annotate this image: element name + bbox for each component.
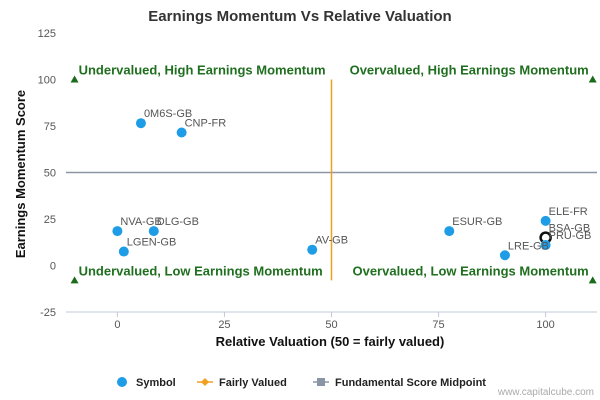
data-point-label: CNP-FR (185, 118, 227, 130)
y-tick-label: 100 (38, 75, 56, 87)
legend-label: Symbol (136, 377, 176, 389)
quadrant-marker-icon (70, 276, 79, 284)
y-axis-title: Earnings Momentum Score (13, 90, 28, 258)
data-point-label: ELE-FR (549, 206, 588, 218)
source-credit: www.capitalcube.com (497, 387, 594, 398)
x-tick-label: 100 (536, 319, 554, 331)
quadrant-marker-icon (588, 276, 597, 284)
y-tick-label: 75 (44, 121, 56, 133)
data-point-label: 0M6S-GB (144, 108, 192, 120)
y-tick-label: 125 (38, 28, 56, 40)
y-tick-label: -25 (40, 307, 56, 319)
legend-square-icon (317, 378, 325, 386)
data-point (112, 226, 123, 237)
quadrant-label: Overvalued, Low Earnings Momentum (352, 263, 588, 278)
quadrant-label: Undervalued, Low Earnings Momentum (79, 263, 323, 278)
data-point (148, 226, 159, 237)
data-point (540, 240, 551, 251)
legend-label: Fairly Valued (219, 377, 287, 389)
legend: Symbol Fairly Valued Fundamental Score Mid… (117, 377, 486, 389)
x-tick-label: 75 (432, 319, 444, 331)
data-point-label: LGEN-GB (127, 237, 177, 249)
data-point (499, 250, 510, 261)
chart-title: Earnings Momentum Vs Relative Valuation (148, 8, 451, 25)
data-point-label: AV-GB (315, 235, 348, 247)
data-point-label: ESUR-GB (452, 216, 502, 228)
data-point (135, 118, 146, 129)
y-tick-label: 50 (44, 168, 56, 180)
data-point-label: PRU-GB (549, 230, 592, 242)
legend-diamond-icon (201, 378, 209, 386)
data-point-label: DLG-GB (157, 216, 199, 228)
data-point (307, 244, 318, 255)
quadrant-label: Undervalued, High Earnings Momentum (79, 63, 326, 78)
legend-label: Fundamental Score Midpoint (335, 377, 486, 389)
x-tick-label: 25 (218, 319, 230, 331)
y-tick-label: 0 (50, 261, 56, 273)
x-tick-label: 50 (325, 319, 337, 331)
x-tick-label: 0 (114, 319, 120, 331)
data-point (540, 215, 551, 226)
data-point (176, 127, 187, 138)
data-point-label: LRE-GB (508, 240, 549, 252)
data-point-label: NVA-GB (120, 216, 161, 228)
data-point-label: BSA-GB (549, 223, 591, 235)
quadrant-marker-icon (588, 75, 597, 83)
quadrant-label: Overvalued, High Earnings Momentum (350, 63, 589, 78)
plot-area: 0 25 50 75 100 -25 0 25 50 75 100 125 Undervalued, H… (38, 28, 597, 331)
y-tick-label: 25 (44, 214, 56, 226)
data-point (444, 226, 455, 237)
legend-symbol-icon (117, 377, 127, 387)
x-axis-title: Relative Valuation (50 = fairly valued) (216, 334, 445, 349)
quadrant-marker-icon (70, 75, 79, 83)
data-point (118, 246, 129, 257)
